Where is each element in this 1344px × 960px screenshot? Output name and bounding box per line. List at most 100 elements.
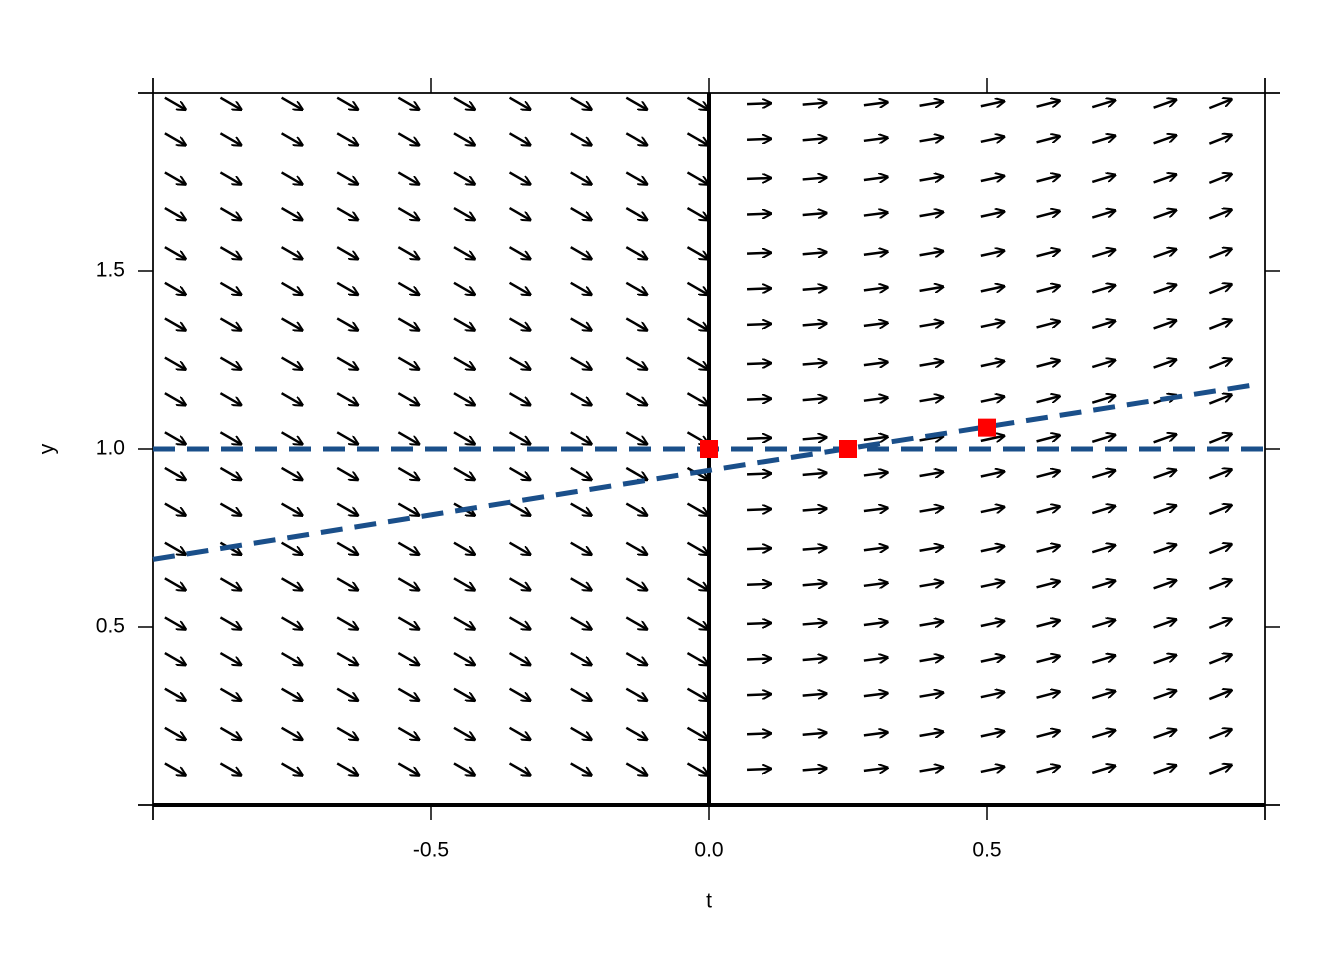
slope-arrow <box>919 582 944 586</box>
slope-arrow <box>570 726 592 740</box>
slope-arrow <box>336 356 358 370</box>
slope-arrow <box>747 324 771 325</box>
slope-arrow <box>453 687 475 701</box>
slope-arrow <box>1153 470 1177 480</box>
slope-arrow <box>802 398 827 400</box>
slope-arrow <box>164 616 186 629</box>
slope-arrow <box>570 577 592 590</box>
slope-arrow <box>336 687 358 701</box>
slope-arrow <box>686 356 708 370</box>
x-tick-label: 0.5 <box>972 839 1001 862</box>
slope-arrow <box>280 356 303 370</box>
slope-arrow <box>508 541 531 555</box>
slope-arrow <box>1036 361 1060 368</box>
slope-arrow <box>919 102 944 106</box>
slope-arrow <box>1208 765 1231 775</box>
slope-arrow <box>1091 396 1115 404</box>
slope-arrow <box>1036 471 1060 479</box>
slope-arrow <box>980 251 1004 256</box>
slope-arrow <box>508 171 531 184</box>
slope-arrow <box>625 687 647 701</box>
slope-arrow <box>625 577 647 590</box>
slope-arrow <box>336 171 358 184</box>
y-axis-label: y <box>36 443 59 454</box>
slope-arrow <box>980 211 1004 216</box>
slope-arrow <box>625 616 647 629</box>
slope-arrow <box>863 213 888 216</box>
slope-arrow <box>453 281 475 295</box>
slope-arrow <box>1153 691 1177 700</box>
slope-arrow <box>508 246 531 259</box>
slope-arrow <box>919 397 944 401</box>
slope-arrow <box>1208 135 1231 145</box>
slope-arrow <box>508 502 531 516</box>
slope-arrow <box>686 726 708 740</box>
slope-arrow <box>919 436 944 440</box>
slope-arrow <box>219 762 241 775</box>
slope-arrow <box>625 171 647 184</box>
slope-arrow <box>747 509 771 510</box>
slope-arrow <box>1208 249 1231 259</box>
slope-arrow <box>1208 210 1231 220</box>
slope-arrow <box>980 621 1004 626</box>
slope-arrow <box>1091 581 1115 590</box>
slope-arrow <box>453 616 475 629</box>
slope-arrow <box>453 577 475 590</box>
slope-arrow <box>919 507 944 511</box>
slope-arrow <box>1091 730 1115 739</box>
slope-arrow <box>919 732 944 736</box>
slope-arrow <box>570 651 592 665</box>
slope-arrow <box>863 472 888 475</box>
slope-arrow <box>1091 100 1115 109</box>
slope-arrow <box>570 502 592 516</box>
slope-arrow <box>863 362 888 365</box>
slope-arrow <box>164 96 186 110</box>
slope-arrow <box>625 96 647 110</box>
slope-arrow <box>1208 395 1231 405</box>
slope-arrow <box>1091 360 1115 369</box>
slope-arrow <box>625 356 647 370</box>
slope-arrow <box>280 431 303 444</box>
slope-arrow <box>453 541 475 555</box>
slope-arrow <box>686 392 708 405</box>
slope-arrow <box>625 281 647 295</box>
slope-arrow <box>980 137 1004 142</box>
slope-arrow <box>164 281 186 295</box>
slope-arrow <box>570 392 592 405</box>
slope-arrow <box>1208 544 1231 555</box>
slope-arrow <box>802 733 827 735</box>
slope-arrow <box>570 317 592 330</box>
slope-arrow <box>686 651 708 665</box>
slope-arrow <box>219 206 241 220</box>
slope-arrow <box>686 502 708 516</box>
slope-arrow <box>397 356 419 370</box>
slope-arrow <box>280 281 303 295</box>
slope-arrow <box>453 317 475 330</box>
slope-arrow <box>1153 506 1177 515</box>
slope-arrow <box>1091 175 1115 184</box>
slope-arrow <box>336 132 358 145</box>
slope-arrow <box>747 694 771 695</box>
slope-arrow <box>1036 435 1060 443</box>
slope-arrow <box>1091 691 1115 700</box>
slope-arrow <box>686 762 708 775</box>
slope-arrow <box>508 281 531 295</box>
slope-arrow <box>802 323 827 325</box>
slope-arrow <box>1036 656 1060 664</box>
slope-arrow <box>919 362 944 366</box>
slope-arrow <box>1091 470 1115 479</box>
slope-arrow <box>453 96 475 110</box>
slope-arrow <box>747 363 771 364</box>
slope-arrow <box>1208 729 1231 740</box>
slope-arrow <box>686 206 708 220</box>
slope-arrow <box>508 431 531 444</box>
slope-arrow <box>280 651 303 665</box>
slope-arrow <box>570 431 592 444</box>
slope-arrow <box>219 431 241 444</box>
slope-arrow <box>625 726 647 740</box>
slope-arrow <box>336 726 358 740</box>
slope-arrow <box>1208 320 1231 330</box>
slope-arrow <box>397 132 419 145</box>
slope-arrow <box>919 547 944 551</box>
dashed-line <box>152 382 1255 562</box>
